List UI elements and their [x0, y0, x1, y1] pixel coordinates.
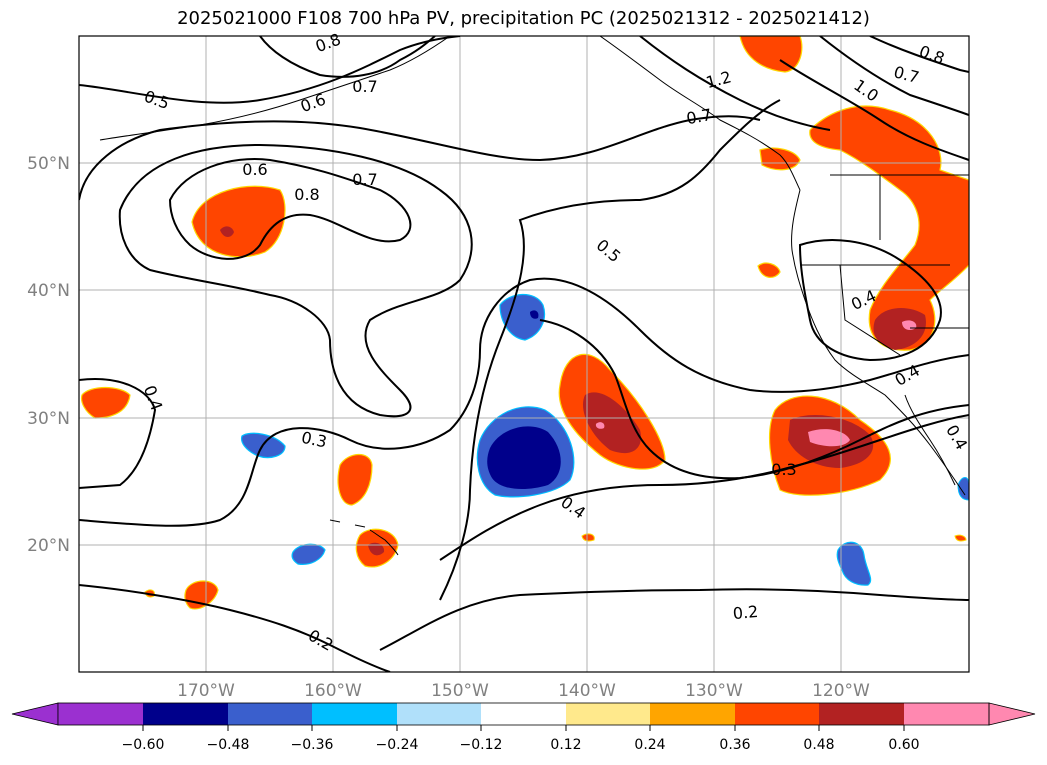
precip-area [759, 147, 801, 171]
pv-contour [118, 143, 473, 418]
colorbar-tick-label: 0.24 [634, 737, 665, 753]
precip-area [337, 453, 373, 506]
hawaii [329, 519, 399, 556]
colorbar-tick-label: 0.12 [550, 737, 581, 753]
precip-area [191, 185, 286, 258]
pv-contour [79, 378, 157, 489]
lon-label: 170°W [177, 681, 235, 701]
contour-label: 0.7 [352, 77, 377, 96]
colorbar-extend-high [988, 702, 1036, 726]
map-border [78, 35, 970, 673]
contour-label: 0.6 [242, 160, 267, 179]
colorbar-bin [58, 703, 143, 725]
contour-label: 0.7 [352, 170, 377, 189]
precip-area [957, 477, 969, 501]
pv-contours [79, 36, 969, 672]
lat-tick-labels: 50°N 40°N 30°N 20°N [27, 154, 70, 556]
precip-area [757, 262, 781, 278]
precip-area [954, 534, 967, 542]
pv-contour [79, 584, 391, 672]
baja-coast [904, 394, 956, 486]
lat-label: 40°N [27, 281, 70, 301]
colorbar: −0.60 −0.48 −0.36 −0.24 −0.12 0.12 0.24 … [11, 702, 1036, 753]
pv-contour [779, 59, 969, 161]
precip-area [581, 533, 595, 542]
aleutian-islands [99, 36, 451, 141]
precip-area [873, 308, 926, 350]
lon-label: 130°W [685, 681, 743, 701]
pv-contour [869, 36, 969, 73]
pv-contour [798, 239, 942, 362]
colorbar-bin [481, 703, 566, 725]
colorbar-bin [228, 703, 312, 725]
colorbar-tick-label: 0.48 [803, 737, 834, 753]
colorbar-tick-label: −0.24 [376, 737, 419, 753]
colorbar-bin [819, 703, 904, 725]
precip-area [582, 392, 641, 454]
pv-contour [819, 36, 969, 116]
precip-area [220, 226, 234, 237]
contour-label: 0.8 [294, 185, 319, 204]
west-coast [791, 189, 966, 496]
precip-area [368, 542, 385, 556]
precip-negative-areas [240, 293, 969, 586]
contour-label: 0.3 [771, 460, 796, 479]
colorbar-tick-label: 0.36 [719, 737, 750, 753]
lon-tick-labels: 170°W 160°W 150°W 140°W 130°W 120°W [177, 681, 870, 701]
lon-label: 160°W [304, 681, 362, 701]
pv-contour [539, 319, 969, 480]
colorbar-tick-label: −0.12 [460, 737, 503, 753]
pv-contour [439, 414, 969, 561]
coastlines [99, 36, 969, 556]
precip-area [487, 426, 561, 490]
lat-label: 50°N [27, 154, 70, 174]
lat-label: 20°N [27, 536, 70, 556]
contour-label: 0.7 [685, 105, 713, 128]
colorbar-bin [904, 703, 989, 725]
colorbar-bin [397, 703, 481, 725]
pv-contour [259, 36, 436, 78]
precip-area [80, 386, 131, 419]
precip-area [291, 543, 326, 565]
lon-label: 140°W [558, 681, 616, 701]
colorbar-bin [566, 703, 650, 725]
pv-contour [79, 277, 969, 527]
precip-area [499, 293, 546, 341]
colorbar-bin [650, 703, 735, 725]
colorbar-extend-low [11, 702, 59, 726]
map-title: 2025021000 F108 700 hPa PV, precipitatio… [177, 8, 870, 29]
colorbar-tick-label: −0.60 [122, 737, 165, 753]
precip-positive-areas [80, 36, 969, 610]
pv-contour [439, 99, 781, 601]
colorbar-tick-label: −0.48 [207, 737, 250, 753]
pv-contour [79, 36, 461, 104]
contour-label: 0.2 [732, 602, 759, 623]
contour-label: 0.3 [300, 428, 329, 452]
lat-label: 30°N [27, 409, 70, 429]
colorbar-frame [57, 702, 990, 726]
precip-area [808, 429, 850, 447]
pv-contour [79, 115, 761, 201]
pv-contour [168, 158, 412, 260]
alaska-coast [599, 36, 801, 191]
colorbar-bin [312, 703, 397, 725]
precip-area [595, 422, 605, 429]
precip-area [530, 310, 539, 319]
colorbar-tick-label: 0.60 [888, 737, 919, 753]
state-borders [800, 174, 969, 356]
colorbar-bin [143, 703, 228, 725]
lon-label: 150°W [431, 681, 489, 701]
colorbar-tick-label: −0.36 [291, 737, 334, 753]
pv-contour [379, 588, 969, 651]
colorbar-bin [735, 703, 819, 725]
pv-contour [639, 36, 831, 131]
lon-label: 120°W [812, 681, 870, 701]
